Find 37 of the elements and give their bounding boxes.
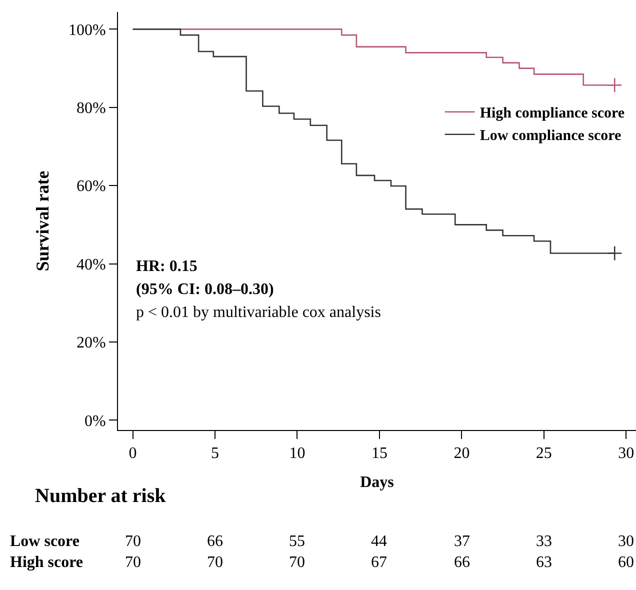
text: 55 xyxy=(289,533,305,550)
text: 70 xyxy=(125,533,141,550)
annotation: p < 0.01 by multivariable cox analysis xyxy=(136,304,381,321)
text: 70 xyxy=(207,554,223,571)
text: 66 xyxy=(207,533,223,550)
text: High score xyxy=(10,554,84,571)
annotation: (95% CI: 0.08–0.30) xyxy=(136,281,274,298)
text: 44 xyxy=(371,533,387,550)
y-axis-title: Survival rate xyxy=(32,170,53,272)
x-axis-title: Days xyxy=(360,474,394,491)
x-tick-label: 30 xyxy=(618,445,634,462)
text: Number at risk xyxy=(35,485,167,507)
x-tick-label: 10 xyxy=(289,445,306,462)
x-tick-label: 5 xyxy=(211,445,220,462)
text: 33 xyxy=(536,533,552,550)
y-tick-label: 20% xyxy=(76,334,106,352)
text: 70 xyxy=(125,554,141,571)
text: 66 xyxy=(454,554,470,571)
annotation: HR: 0.15 xyxy=(136,258,198,275)
text: Low score xyxy=(10,533,80,550)
text: 37 xyxy=(454,533,470,550)
x-tick-label: 15 xyxy=(371,445,388,462)
legend-label: High compliance score xyxy=(480,106,625,122)
text: 30 xyxy=(618,533,634,550)
text: 60 xyxy=(618,554,634,571)
y-tick-label: 60% xyxy=(76,178,106,196)
legend-label: Low compliance score xyxy=(480,128,622,144)
y-tick-label: 100% xyxy=(68,22,106,39)
x-tick-label: 0 xyxy=(128,445,137,462)
x-tick-label: 25 xyxy=(536,445,552,462)
y-tick-label: 0% xyxy=(84,412,106,430)
text: 70 xyxy=(289,554,305,571)
text: 67 xyxy=(371,554,387,571)
x-tick-label: 20 xyxy=(454,445,470,462)
y-tick-label: 80% xyxy=(76,100,106,118)
y-tick-label: 40% xyxy=(76,256,106,274)
text: 63 xyxy=(536,554,552,571)
